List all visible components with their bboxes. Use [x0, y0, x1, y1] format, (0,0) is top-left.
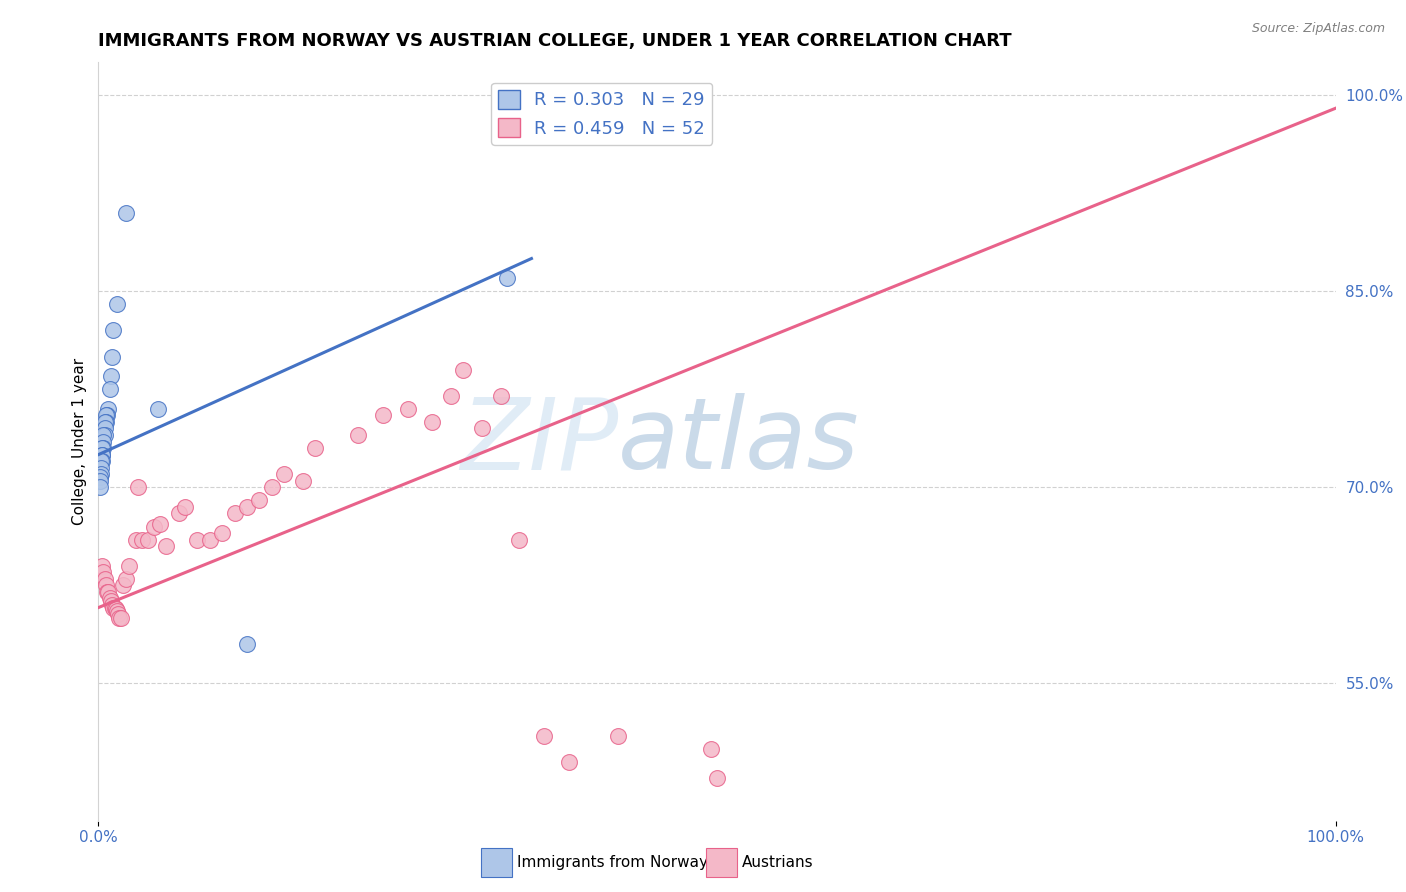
Point [91, 448, 114, 462]
Point [224, 507, 246, 521]
Point [98, 591, 121, 606]
Text: IMMIGRANTS FROM NORWAY VS AUSTRIAN COLLEGE, UNDER 1 YEAR CORRELATION CHART: IMMIGRANTS FROM NORWAY VS AUSTRIAN COLLE… [98, 32, 1012, 50]
Point [236, 637, 259, 651]
Text: Source: ZipAtlas.com: Source: ZipAtlas.com [1251, 22, 1385, 36]
Point [422, 415, 444, 429]
Point [107, 607, 129, 621]
Point [706, 771, 728, 785]
Point [143, 519, 166, 533]
Point [149, 516, 172, 531]
Point [155, 539, 177, 553]
Point [114, 572, 136, 586]
Legend: R = 0.303   N = 29, R = 0.459   N = 52: R = 0.303 N = 29, R = 0.459 N = 52 [491, 83, 713, 145]
Point [108, 611, 131, 625]
Point [371, 409, 394, 423]
Point [236, 500, 259, 514]
Point [174, 500, 197, 514]
Point [104, 602, 127, 616]
Point [136, 533, 159, 547]
Point [557, 755, 579, 769]
Text: atlas: atlas [619, 393, 859, 490]
Text: ZIP: ZIP [460, 393, 619, 490]
Point [93, 434, 115, 449]
Point [607, 729, 630, 743]
Point [146, 401, 169, 416]
Point [453, 362, 475, 376]
Point [103, 600, 125, 615]
Point [508, 533, 530, 547]
Point [100, 369, 122, 384]
Point [186, 533, 208, 547]
Point [105, 297, 128, 311]
Point [489, 389, 512, 403]
Point [127, 480, 149, 494]
Point [124, 533, 146, 547]
Point [533, 729, 555, 743]
Y-axis label: College, Under 1 year: College, Under 1 year [72, 358, 87, 525]
Point [91, 454, 114, 468]
Point [94, 415, 117, 429]
Point [105, 605, 128, 619]
Point [103, 600, 125, 615]
Text: Austrians: Austrians [742, 855, 814, 870]
Point [114, 206, 136, 220]
Point [93, 428, 115, 442]
Point [91, 441, 114, 455]
Point [93, 421, 115, 435]
Point [347, 428, 370, 442]
Point [93, 415, 115, 429]
Point [89, 474, 111, 488]
Point [93, 441, 115, 455]
Point [96, 585, 118, 599]
Point [97, 401, 120, 416]
Point [112, 578, 135, 592]
Point [90, 454, 112, 468]
Point [700, 741, 723, 756]
Point [93, 428, 115, 442]
Point [97, 585, 120, 599]
Point [101, 350, 124, 364]
Point [211, 526, 233, 541]
Point [90, 467, 112, 482]
Point [100, 594, 122, 608]
Point [93, 566, 115, 580]
Point [98, 382, 121, 396]
Text: Immigrants from Norway: Immigrants from Norway [517, 855, 709, 870]
Point [273, 467, 295, 482]
Point [91, 448, 114, 462]
Point [94, 578, 117, 592]
Point [94, 409, 117, 423]
Point [198, 533, 221, 547]
Point [131, 533, 153, 547]
Point [89, 470, 111, 484]
Point [118, 558, 141, 573]
Point [440, 389, 463, 403]
Point [103, 323, 125, 337]
Point [96, 409, 118, 423]
Point [495, 271, 517, 285]
Point [304, 441, 326, 455]
Point [471, 421, 494, 435]
Point [110, 611, 132, 625]
Point [90, 460, 112, 475]
Point [291, 474, 314, 488]
Point [89, 480, 111, 494]
Point [93, 572, 115, 586]
Point [396, 401, 419, 416]
Point [167, 507, 190, 521]
Point [101, 598, 124, 612]
Point [91, 558, 114, 573]
Point [260, 480, 283, 494]
Point [247, 493, 270, 508]
